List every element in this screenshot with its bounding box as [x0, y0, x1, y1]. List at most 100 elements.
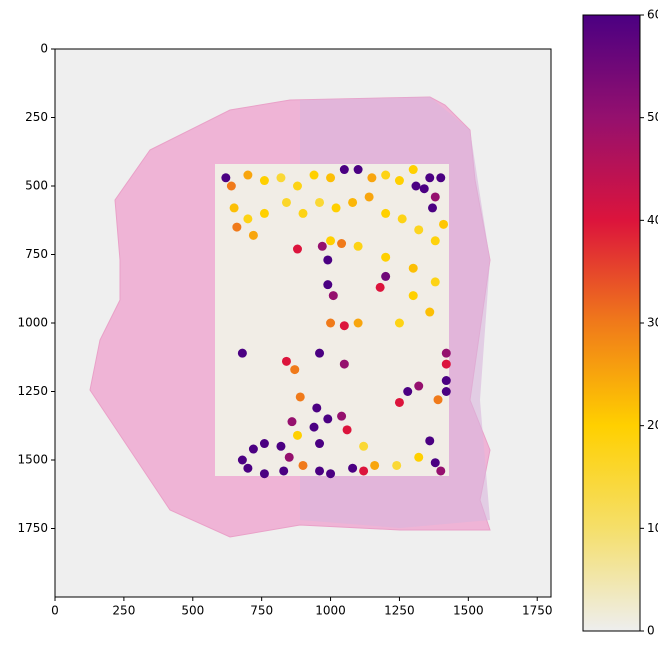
spot: [326, 469, 336, 479]
spot: [359, 466, 369, 476]
spot: [428, 203, 438, 213]
spot: [439, 219, 449, 229]
spot: [436, 466, 446, 476]
spot: [292, 244, 302, 254]
spot: [353, 165, 363, 175]
spot: [411, 181, 421, 191]
spot: [326, 318, 336, 328]
spot: [337, 239, 347, 249]
spot: [408, 165, 418, 175]
spot: [364, 192, 374, 202]
x-tick-label: 1250: [384, 604, 415, 618]
spot: [337, 411, 347, 421]
spot: [414, 452, 424, 462]
spot: [348, 463, 358, 473]
spot: [414, 225, 424, 235]
y-tick-label: 1000: [17, 316, 48, 330]
spot: [284, 452, 294, 462]
spot: [309, 422, 319, 432]
x-tick-label: 1000: [315, 604, 346, 618]
colorbar-tick-label: 300: [647, 316, 658, 330]
spot: [281, 356, 291, 366]
colorbar-tick-label: 200: [647, 418, 658, 432]
x-tick-label: 250: [112, 604, 135, 618]
spot: [259, 439, 269, 449]
spot: [353, 241, 363, 251]
spot: [229, 203, 239, 213]
colorbar-tick-label: 600: [647, 8, 658, 22]
spot: [339, 359, 349, 369]
spot: [331, 203, 341, 213]
spot: [276, 173, 286, 183]
spot: [419, 184, 429, 194]
spot: [408, 291, 418, 301]
spot: [430, 192, 440, 202]
spot: [342, 425, 352, 435]
spot: [281, 197, 291, 207]
spot: [359, 441, 369, 451]
spot: [441, 387, 451, 396]
spot: [237, 455, 247, 465]
spot: [381, 208, 391, 218]
spot: [259, 176, 269, 186]
spot: [312, 403, 322, 413]
y-tick-label: 1250: [17, 384, 48, 398]
y-tick-label: 1500: [17, 453, 48, 467]
spot: [226, 181, 236, 191]
spot: [323, 255, 333, 265]
spot: [259, 208, 269, 218]
spot: [309, 170, 319, 180]
spot: [381, 271, 391, 281]
spot: [290, 365, 300, 375]
spot: [248, 230, 258, 240]
spot: [317, 241, 327, 251]
spot: [339, 165, 349, 175]
spot: [287, 417, 297, 427]
colorbar: [582, 14, 641, 632]
colorbar-tick-label: 500: [647, 110, 658, 124]
spot: [430, 277, 440, 287]
spot: [326, 173, 336, 183]
spot: [441, 359, 451, 369]
spot: [353, 318, 363, 328]
y-tick-label: 0: [40, 42, 48, 56]
colorbar-tick-label: 0: [647, 624, 655, 638]
spot: [414, 381, 424, 391]
spot: [243, 214, 253, 224]
spot: [394, 397, 404, 407]
spot: [392, 460, 402, 470]
spot: [425, 436, 435, 446]
x-tick-label: 1750: [522, 604, 553, 618]
spot: [243, 463, 253, 473]
colorbar-tick-label: 400: [647, 213, 658, 227]
spot: [237, 348, 247, 358]
colorbar-tick-label: 100: [647, 521, 658, 535]
x-tick-label: 500: [181, 604, 204, 618]
spot: [328, 291, 338, 301]
spot: [298, 460, 308, 470]
spot: [441, 376, 451, 386]
x-tick-label: 750: [250, 604, 273, 618]
x-tick-label: 1500: [453, 604, 484, 618]
spot: [323, 414, 333, 424]
spot: [381, 170, 391, 180]
spot: [232, 222, 242, 232]
spot: [381, 252, 391, 262]
spot: [397, 214, 407, 224]
spot: [370, 460, 380, 470]
spot: [441, 348, 451, 358]
spot: [339, 321, 349, 331]
spot: [425, 307, 435, 317]
spot: [221, 173, 231, 183]
spot: [292, 430, 302, 440]
spot: [248, 444, 258, 454]
spot: [403, 387, 413, 396]
spot: [433, 395, 443, 405]
spot: [425, 173, 435, 183]
spot: [315, 197, 325, 207]
y-tick-label: 1750: [17, 521, 48, 535]
spot: [323, 280, 333, 290]
x-tick-label: 0: [51, 604, 59, 618]
spot: [279, 466, 289, 476]
